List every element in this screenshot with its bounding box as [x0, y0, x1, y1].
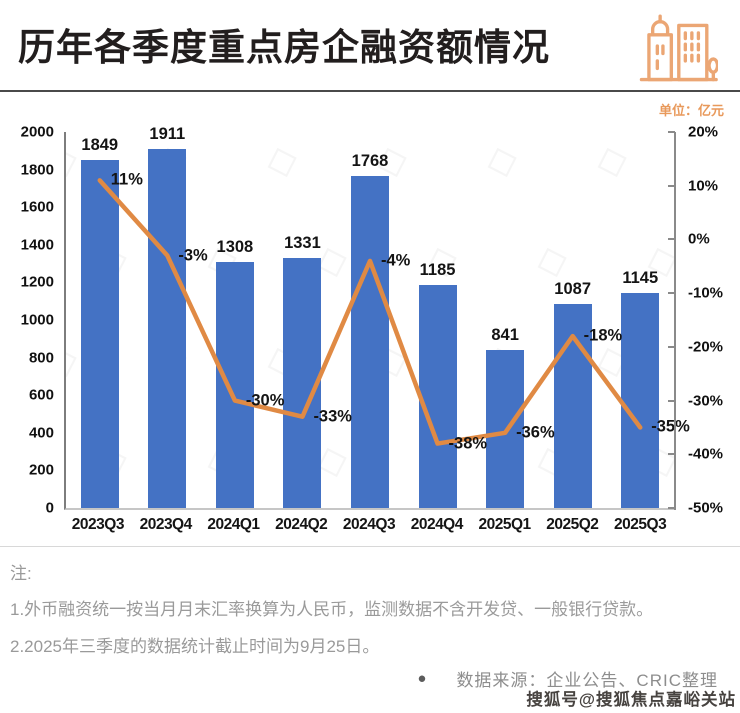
bar-2024Q2 [283, 257, 322, 508]
right-axis-tick: 10% [688, 177, 719, 195]
right-axis-tick: 0% [688, 230, 710, 248]
x-axis-label-2025Q3: 2025Q3 [614, 516, 667, 533]
right-y-axis: 20% 10% 0% -10% -20% -30% -40% -50% [668, 124, 732, 517]
bar-value-label: 1911 [149, 124, 186, 143]
data-source-text: 数据来源：企业公告、CRIC整理 [456, 671, 718, 690]
x-axis-label-2025Q2: 2025Q2 [546, 516, 599, 533]
right-axis-tick: -30% [688, 392, 724, 410]
right-axis-tick-mark [668, 507, 675, 509]
bar-2024Q4 [418, 285, 457, 508]
right-axis-tick-mark [668, 453, 675, 456]
note-item-2: 2.2025年三季度的数据统计截止时间为9月25日。 [10, 637, 380, 656]
header: 历年各季度重点房企融资额情况 [0, 0, 740, 92]
bar-value-label: 1308 [216, 238, 254, 257]
unit-row: 单位：亿元 [0, 92, 740, 120]
left-axis-tick: 800 [28, 349, 54, 367]
x-axis-label-2024Q2: 2024Q2 [275, 516, 328, 533]
left-axis-tick: 200 [28, 461, 54, 479]
right-axis-tick-mark [668, 238, 675, 241]
line-value-label: -35% [651, 417, 690, 436]
right-axis-tick: -20% [688, 338, 724, 356]
bar-value-label: 1768 [351, 151, 389, 170]
x-axis-label-2024Q3: 2024Q3 [342, 516, 396, 533]
x-axis-label-2023Q3: 2023Q3 [71, 516, 125, 533]
x-axis-label-2024Q1: 2024Q1 [207, 516, 260, 533]
left-y-axis: 2000 1800 1600 1400 1200 1000 800 600 400 200 0 [8, 124, 64, 517]
bar-2023Q3 [80, 160, 119, 508]
sohu-watermark: 搜狐号@搜狐焦点嘉峪关站 [526, 691, 736, 709]
line-value-label: -30% [245, 391, 285, 410]
line-value-label: -36% [516, 423, 555, 442]
notes-heading: 注: [10, 564, 32, 583]
bar-2025Q3 [621, 292, 660, 508]
right-axis-tick: -40% [688, 445, 724, 463]
line-value-label: -3% [178, 246, 208, 265]
right-axis-tick: -50% [688, 499, 724, 517]
x-axis-label-2023Q4: 2023Q4 [139, 516, 193, 533]
buildings-icon [639, 14, 718, 82]
note-item-1: 1.外币融资统一按当月月末汇率换算为人民币，监测数据不含开发贷、一般银行贷款。 [10, 600, 654, 619]
right-axis-tick: -10% [688, 284, 724, 302]
bar-2024Q3 [351, 175, 389, 508]
left-axis-tick: 600 [28, 386, 54, 404]
right-axis-tick-mark [668, 184, 675, 187]
bar-line-chart: 2000 1800 1600 1400 1200 1000 800 600 400 200 0 ◇ ◇… [0, 124, 740, 517]
bar-value-label: 1331 [284, 233, 321, 252]
bar-2024Q1 [215, 262, 254, 508]
line-value-label: -4% [381, 251, 411, 270]
bar-2023Q4 [148, 148, 187, 508]
source-row: ● 数据来源：企业公告、CRIC整理 [0, 666, 718, 691]
left-axis-tick: 1400 [20, 236, 54, 254]
left-axis-tick: 2000 [20, 123, 54, 141]
page-title: 历年各季度重点房企融资额情况 [18, 27, 550, 68]
right-axis-tick-mark [668, 399, 675, 402]
x-axis-label-2025Q1: 2025Q1 [478, 516, 531, 533]
plot-area: ◇◇◇◇◇◇◇◇◇◇◇◇◇◇◇◇◇◇◇◇◇◇◇◇ 184919111308133… [64, 125, 690, 510]
watermark-glyph: ◇ [259, 134, 303, 186]
bar-value-label: 1087 [554, 279, 592, 298]
right-axis-tick-mark [668, 345, 675, 348]
left-axis-tick: 400 [28, 424, 54, 442]
bar-value-label: 1145 [622, 268, 659, 287]
unit-label: 单位：亿元 [658, 103, 724, 118]
line-value-label: -38% [448, 434, 488, 453]
bar-value-label: 1185 [419, 261, 456, 280]
bar-value-label: 841 [491, 325, 519, 344]
watermark-glyph: ◇ [479, 134, 523, 186]
bar-value-label: 1849 [81, 136, 119, 155]
watermark-glyph: ◇ [529, 234, 573, 286]
left-axis-tick: 1800 [20, 161, 54, 179]
notes-section: 注: 1.外币融资统一按当月月末汇率换算为人民币，监测数据不含开发贷、一般银行贷… [0, 546, 740, 657]
right-axis-tick: 20% [688, 123, 719, 141]
right-axis-tick-mark [668, 131, 675, 133]
bullet-icon: ● [417, 670, 427, 687]
x-axis: 2023Q3 2023Q4 2024Q1 2024Q2 2024Q3 2024Q4 2025… [0, 510, 740, 540]
right-axis-tick-mark [668, 292, 675, 295]
x-axis-labels: 2023Q3 2023Q4 2024Q1 2024Q2 2024Q3 2024Q4 2025… [64, 516, 674, 534]
x-axis-label-2024Q4: 2024Q4 [410, 516, 464, 533]
left-axis-tick: 0 [45, 499, 54, 517]
left-axis-tick: 1000 [20, 311, 54, 329]
left-axis-tick: 1200 [20, 273, 54, 291]
watermark-glyph: ◇ [589, 134, 633, 186]
line-value-label: -18% [583, 326, 623, 345]
left-axis-tick: 1600 [20, 198, 54, 216]
line-value-label: -33% [313, 407, 352, 426]
line-value-label: 11% [110, 170, 143, 189]
